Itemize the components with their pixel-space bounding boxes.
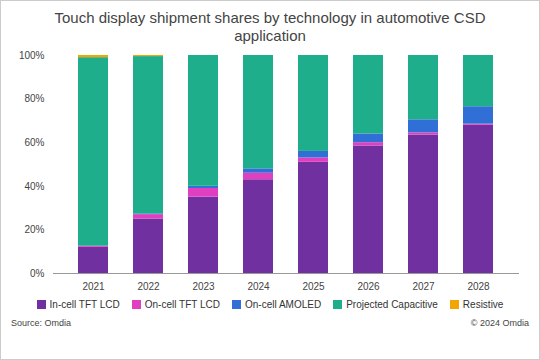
- svg-text:2022: 2022: [137, 281, 160, 292]
- svg-text:20%: 20%: [24, 224, 44, 235]
- html-text:Resistive: Resistive: [462, 299, 504, 310]
- html-text:© 2024 Omdia: © 2024 Omdia: [470, 318, 529, 328]
- svg-text:2021: 2021: [82, 281, 105, 292]
- svg-text:80%: 80%: [24, 93, 44, 104]
- svg-text:40%: 40%: [24, 181, 44, 192]
- svg-text:2023: 2023: [192, 281, 215, 292]
- svg-text:2027: 2027: [412, 281, 435, 292]
- svg-text:60%: 60%: [24, 137, 44, 148]
- html-text:In-cell TFT LCD: In-cell TFT LCD: [49, 299, 120, 310]
- html-text:Touch display shipment shares: Touch display shipment shares by technol…: [54, 9, 486, 44]
- html-text:On-cell TFT LCD: On-cell TFT LCD: [144, 299, 220, 310]
- html-text:Projected Capacitive: Projected Capacitive: [346, 299, 438, 310]
- html-text:Source: Omdia: Source: Omdia: [11, 318, 71, 328]
- svg-text:2026: 2026: [357, 281, 380, 292]
- svg-text:2025: 2025: [302, 281, 325, 292]
- svg-text:2024: 2024: [247, 281, 270, 292]
- html-text:On-cell AMOLED: On-cell AMOLED: [245, 299, 322, 310]
- svg-text:2028: 2028: [467, 281, 490, 292]
- svg-text:100%: 100%: [19, 50, 45, 61]
- svg-text:0%: 0%: [30, 268, 45, 279]
